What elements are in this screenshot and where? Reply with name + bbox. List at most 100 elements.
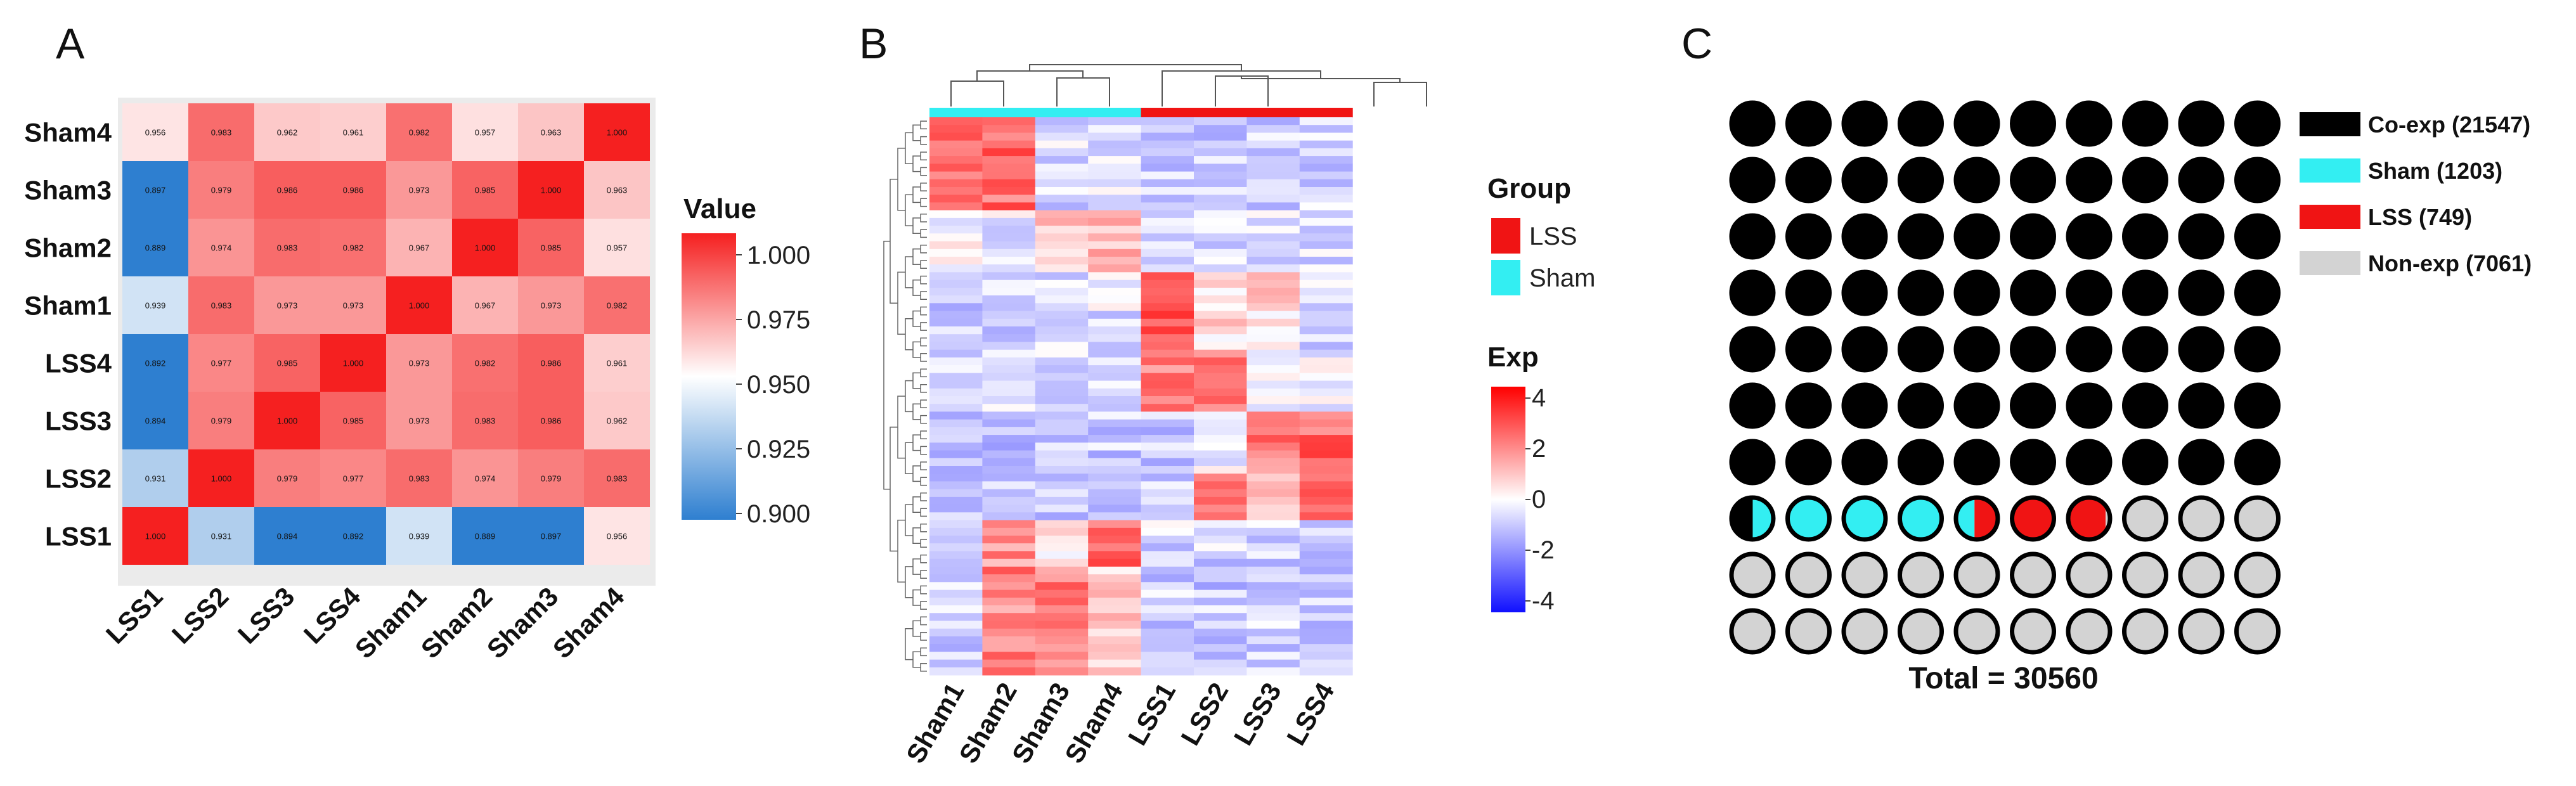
waffle-dot-coexp: [1785, 382, 1832, 429]
heatmap-b-cell: [982, 613, 1036, 621]
heatmap-b-cell: [1246, 125, 1300, 133]
heatmap-b-cell: [1088, 496, 1142, 505]
heatmap-b-cell: [1299, 489, 1353, 498]
heatmap-a-cell-value: 0.983: [211, 301, 232, 311]
heatmap-b-cell: [1299, 342, 1353, 351]
heatmap-b-cell: [1246, 419, 1300, 428]
heatmap-b-cell: [1088, 527, 1142, 536]
waffle-dot-coexp: [2066, 100, 2113, 147]
waffle-dot-coexp: [2066, 382, 2113, 429]
heatmap-a-cell: [386, 392, 452, 449]
heatmap-b-cell: [982, 628, 1036, 637]
waffle-dot-nonexp: [1898, 551, 1944, 598]
waffle-dot-outline: [1729, 495, 1776, 542]
heatmap-b-cell: [929, 217, 983, 226]
heatmap-b-cell: [1035, 496, 1089, 505]
heatmap-b-cell: [1299, 326, 1353, 335]
waffle-dot-coexp: [2178, 439, 2225, 486]
waffle-dot-coexp: [2010, 439, 2056, 486]
heatmap-b-cell: [1088, 365, 1142, 373]
heatmap-b-cell: [1246, 628, 1300, 637]
heatmap-b-cell: [1088, 140, 1142, 149]
heatmap-b-cell: [1141, 667, 1194, 676]
heatmap-b-cell: [982, 264, 1036, 273]
heatmap-b-cell: [1141, 396, 1194, 404]
heatmap-b-cell: [1194, 132, 1247, 141]
waffle-dot-nonexp: [2066, 551, 2113, 598]
heatmap-b-cell: [1246, 435, 1300, 443]
heatmap-b-cell: [1299, 644, 1353, 652]
value-legend-tick-label: 0.900: [747, 500, 810, 528]
heatmap-b-cell: [1246, 357, 1300, 366]
heatmap-b-cell: [1141, 481, 1194, 490]
heatmap-b-cell: [1194, 621, 1247, 629]
heatmap-b-cell: [1088, 210, 1142, 219]
heatmap-b-cell: [1141, 373, 1194, 381]
heatmap-b-cell: [929, 520, 983, 529]
heatmap-b-cell: [1194, 326, 1247, 335]
heatmap-b-cell: [982, 257, 1036, 265]
heatmap-b-cell: [982, 349, 1036, 358]
row-dendrogram: [883, 120, 927, 672]
heatmap-b-cell: [1141, 590, 1194, 598]
heatmap-b-cell: [1035, 241, 1089, 250]
heatmap-a-y-label: Sham4: [24, 118, 112, 148]
waffle-dot-coexp: [2178, 269, 2225, 316]
heatmap-b-cell: [1141, 264, 1194, 273]
waffle-dot-nonexp: [1841, 551, 1888, 598]
heatmap-b-cell: [1141, 233, 1194, 242]
heatmap-b-cell: [929, 558, 983, 567]
waffle-dot-coexp: [2066, 157, 2113, 203]
heatmap-b-cell: [1246, 496, 1300, 505]
heatmap-b-cell: [1299, 226, 1353, 234]
heatmap-b-cell: [1088, 458, 1142, 467]
waffle-dot-coexp: [2010, 100, 2056, 147]
heatmap-b-cell: [982, 217, 1036, 226]
heatmap-b-cell: [982, 466, 1036, 474]
heatmap-b-cell: [1299, 466, 1353, 474]
heatmap-b-cell: [1299, 295, 1353, 304]
heatmap-a-cell: [452, 103, 518, 161]
heatmap-b-cell: [1035, 388, 1089, 397]
heatmap-b-cell: [982, 481, 1036, 490]
heatmap-b-cell: [1246, 295, 1300, 304]
heatmap-b-cell: [1299, 179, 1353, 188]
heatmap-b-cell: [1088, 628, 1142, 637]
heatmap-b-cell: [1299, 427, 1353, 435]
heatmap-a-cell-value: 0.956: [145, 128, 166, 138]
heatmap-b-cell: [1299, 590, 1353, 598]
heatmap-b-cell: [1088, 512, 1142, 520]
heatmap-b-cell: [929, 636, 983, 645]
heatmap-b-cell: [982, 574, 1036, 583]
heatmap-b-cell: [929, 318, 983, 327]
heatmap-b-cell: [1088, 125, 1142, 133]
heatmap-a-cell-value: 0.979: [277, 474, 298, 484]
waffle-dot-coexp: [2178, 157, 2225, 203]
heatmap-b-cell: [1035, 117, 1089, 126]
heatmap-b-cell: [1246, 520, 1300, 529]
heatmap-b-cell: [1141, 411, 1194, 420]
heatmap-a-cell-value: 0.974: [211, 243, 232, 253]
heatmap-b-cell: [1141, 342, 1194, 351]
heatmap-b-cell: [929, 388, 983, 397]
heatmap-b-cell: [1088, 543, 1142, 551]
total-label: Total = 30560: [1908, 662, 2098, 695]
heatmap-b-cell: [1088, 248, 1142, 257]
heatmap-a-cell: [320, 449, 386, 507]
heatmap-b-cell: [1299, 164, 1353, 172]
heatmap-b-cell: [1035, 287, 1089, 296]
heatmap-b-cell: [982, 644, 1036, 652]
heatmap-b-cell: [1141, 474, 1194, 482]
heatmap-b-cell: [1299, 667, 1353, 676]
waffle-legend-label: LSS (749): [2368, 204, 2472, 230]
heatmap-b-cell: [1194, 527, 1247, 536]
heatmap-b-cell: [1141, 582, 1194, 590]
heatmap-b-cell: [929, 132, 983, 141]
heatmap-b-cell: [1299, 248, 1353, 257]
heatmap-b-cell: [1141, 117, 1194, 126]
heatmap-b-cell: [929, 342, 983, 351]
heatmap-b-cell: [1035, 597, 1089, 606]
heatmap-a-cell-value: 0.983: [475, 416, 496, 426]
heatmap-b-cell: [982, 489, 1036, 498]
waffle-dot-coexp: [2234, 213, 2281, 260]
